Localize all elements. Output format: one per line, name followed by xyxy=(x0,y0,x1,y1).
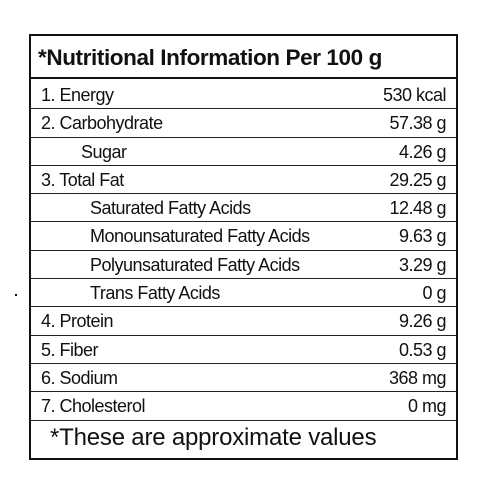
nutrient-label: 2. Carbohydrate xyxy=(41,113,163,134)
nutrient-value: 4.26 g xyxy=(398,141,447,162)
nutrient-row-saturated-fatty-acids: Saturated Fatty Acids 12.48 g xyxy=(31,194,456,223)
nutrient-row-polyunsaturated-fatty-acids: Polyunsaturated Fatty Acids 3.29 g xyxy=(31,251,456,280)
nutrient-value: 3.29 g xyxy=(398,254,447,275)
nutrient-row-total-fat: 3. Total Fat 29.25 g xyxy=(31,166,456,195)
nutrient-row-monounsaturated-fatty-acids: Monounsaturated Fatty Acids 9.63 g xyxy=(31,222,456,251)
nutrient-value: 530 kcal xyxy=(382,85,447,105)
nutrient-row-protein: 4. Protein 9.26 g xyxy=(31,307,456,336)
panel-footnote: *These are approximate values xyxy=(50,424,377,451)
nutrient-label: 4. Protein xyxy=(41,311,114,332)
nutrient-row-trans-fatty-acids: Trans Fatty Acids 0 g xyxy=(31,279,456,308)
nutrient-value: 9.63 g xyxy=(398,226,447,247)
nutrient-label: 7. Cholesterol xyxy=(41,396,146,417)
nutrient-value: 9.26 g xyxy=(398,311,447,332)
nutrient-label: 1. Energy xyxy=(41,85,114,105)
nutrient-label: 3. Total Fat xyxy=(41,169,124,190)
nutrient-value: 0 mg xyxy=(407,396,447,417)
nutrient-label: Polyunsaturated Fatty Acids xyxy=(90,254,300,275)
nutrient-label: Monounsaturated Fatty Acids xyxy=(90,226,310,247)
nutrient-label: Saturated Fatty Acids xyxy=(90,198,251,219)
nutrient-value: 368 mg xyxy=(388,367,447,388)
nutrient-value: 29.25 g xyxy=(389,169,446,190)
nutrient-row-carbohydrate: 2. Carbohydrate 57.38 g xyxy=(31,109,456,138)
nutrient-label: 6. Sodium xyxy=(41,367,118,388)
nutrient-row-sodium: 6. Sodium 368 mg xyxy=(31,364,456,393)
stray-dot xyxy=(15,294,17,296)
panel-title: *Nutritional Information Per 100 g xyxy=(31,36,456,79)
nutrient-row-sugar: Sugar 4.26 g xyxy=(31,138,456,166)
nutrient-row-fiber: 5. Fiber 0.53 g xyxy=(31,336,456,364)
nutrient-value: 0 g xyxy=(422,283,446,304)
nutrient-label: Trans Fatty Acids xyxy=(90,283,220,304)
nutrient-row-cholesterol: 7. Cholesterol 0 mg xyxy=(31,392,456,421)
nutrient-value: 12.48 g xyxy=(389,198,446,219)
nutrient-label: Sugar xyxy=(81,141,127,162)
nutrient-rows: 1. Energy 530 kcal 2. Carbohydrate 57.38… xyxy=(31,81,456,421)
nutrition-information-panel: *Nutritional Information Per 100 g 1. En… xyxy=(29,34,458,460)
nutrient-label: 5. Fiber xyxy=(41,339,99,360)
nutrient-value: 0.53 g xyxy=(398,339,447,360)
nutrient-value: 57.38 g xyxy=(389,113,446,134)
nutrient-row-energy: 1. Energy 530 kcal xyxy=(31,81,456,110)
